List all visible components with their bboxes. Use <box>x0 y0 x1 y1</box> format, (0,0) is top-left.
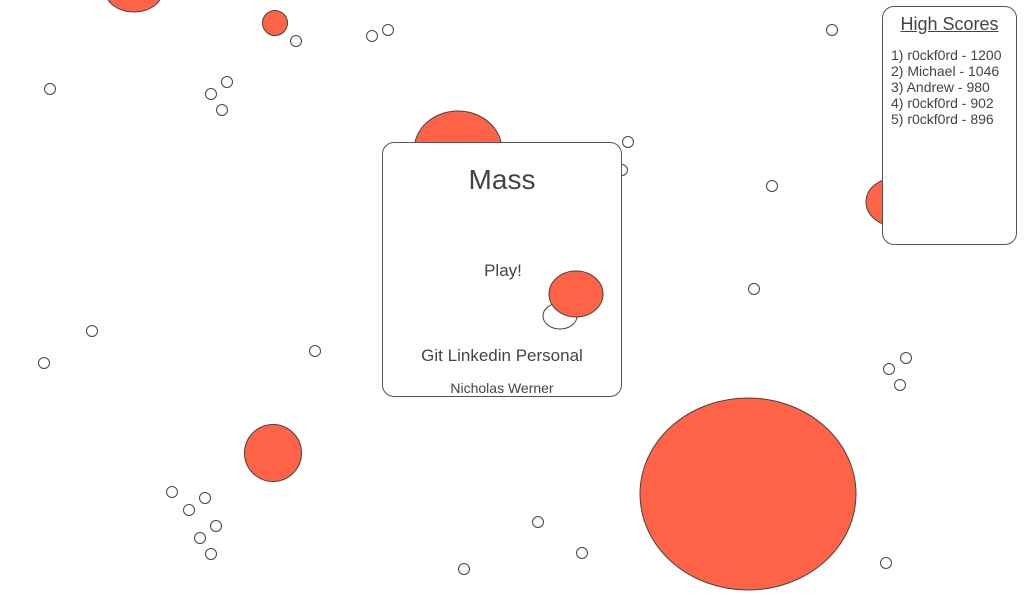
food-pellet <box>576 547 588 559</box>
play-button[interactable]: Play! <box>484 261 522 280</box>
food-pellet <box>880 557 892 569</box>
food-pellet <box>622 136 634 148</box>
food-pellet <box>826 24 838 36</box>
food-pellet <box>290 35 302 47</box>
enemy-blob <box>107 0 161 13</box>
score-entry: 2) Michael - 1046 <box>891 63 1000 79</box>
game-title: Mass <box>468 164 536 195</box>
food-pellet <box>166 486 178 498</box>
main-menu: Mass Play! Git Linkedin Personal Nichola… <box>382 142 622 397</box>
high-scores-list: 1) r0ckf0rd - 1200 2) Michael - 1046 3) … <box>891 47 1002 127</box>
score-entry: 3) Andrew - 980 <box>891 79 990 95</box>
food-pellet <box>205 548 217 560</box>
food-pellet <box>366 30 378 42</box>
high-scores-title: High Scores <box>900 14 999 34</box>
git-link[interactable]: Git <box>421 346 443 365</box>
food-pellet <box>199 492 211 504</box>
food-pellet <box>194 532 206 544</box>
food-pellet <box>900 352 912 364</box>
score-entry: 5) r0ckf0rd - 896 <box>891 111 994 127</box>
food-pellet <box>883 363 895 375</box>
food-pellet <box>38 357 50 369</box>
high-scores-panel: High Scores 1) r0ckf0rd - 1200 2) Michae… <box>882 6 1017 245</box>
score-entry: 1) r0ckf0rd - 1200 <box>891 47 1002 63</box>
food-pellet <box>458 563 470 575</box>
personal-link[interactable]: Personal <box>515 346 583 365</box>
menu-links: Git Linkedin Personal <box>383 345 621 367</box>
enemy-blob <box>262 10 288 36</box>
score-entry: 4) r0ckf0rd - 902 <box>891 95 994 111</box>
food-pellet <box>382 24 394 36</box>
linkedin-link[interactable]: Linkedin <box>447 346 511 365</box>
food-pellet <box>766 180 778 192</box>
food-pellet <box>221 76 233 88</box>
food-pellet <box>748 283 760 295</box>
food-pellet <box>216 104 228 116</box>
food-pellet <box>532 516 544 528</box>
enemy-blob <box>244 424 302 482</box>
author-credit: Nicholas Werner <box>450 380 554 396</box>
food-pellet <box>183 504 195 516</box>
food-pellet <box>205 88 217 100</box>
food-pellet <box>210 520 222 532</box>
food-pellet <box>44 83 56 95</box>
food-pellet <box>309 345 321 357</box>
enemy-blob <box>639 397 857 591</box>
food-pellet <box>86 325 98 337</box>
food-pellet <box>894 379 906 391</box>
